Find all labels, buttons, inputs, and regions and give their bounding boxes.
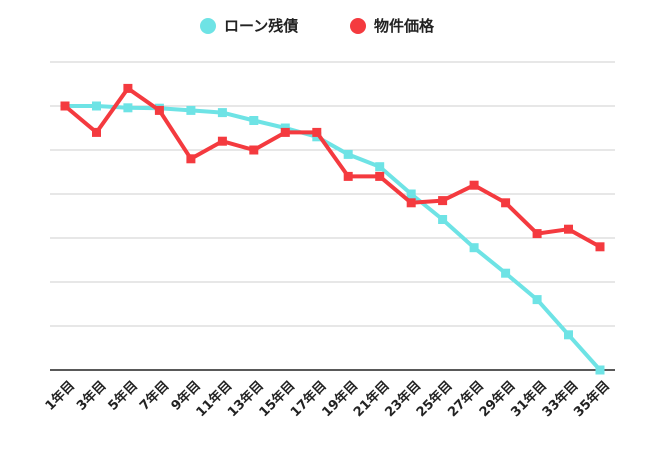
data-point: [92, 127, 101, 137]
legend-marker: [350, 18, 366, 34]
data-point: [595, 242, 605, 252]
data-point: [564, 330, 573, 340]
data-point: [438, 215, 448, 224]
data-point: [595, 365, 605, 375]
data-point: [217, 108, 227, 118]
data-point: [123, 103, 133, 113]
data-point: [217, 136, 227, 146]
data-point: [249, 116, 259, 125]
data-point: [469, 243, 479, 253]
data-point: [406, 189, 416, 199]
data-point: [123, 83, 133, 93]
data-point: [532, 295, 542, 305]
legend-label: 物件価格: [374, 17, 435, 35]
data-point: [280, 127, 290, 137]
data-point: [343, 149, 353, 159]
x-axis-ticks: 1年目3年目5年目7年目9年目11年目13年目15年目17年目19年目21年目2…: [42, 378, 613, 420]
data-point: [406, 198, 416, 208]
data-point: [375, 162, 385, 172]
data-point: [375, 171, 385, 181]
data-point: [532, 229, 542, 239]
data-point: [438, 196, 448, 206]
series-2: [60, 83, 605, 252]
data-point: [60, 101, 70, 111]
gridlines: [50, 61, 615, 371]
data-point: [312, 127, 322, 137]
data-point: [186, 105, 196, 115]
series-group: [60, 83, 605, 375]
x-tick-label: 3年目: [73, 378, 109, 414]
legend-item: 物件価格: [350, 17, 435, 35]
data-point: [154, 105, 164, 115]
data-point: [343, 171, 353, 181]
data-point: [501, 198, 511, 208]
legend-marker: [200, 18, 216, 34]
data-point: [249, 145, 259, 155]
legend-item: ローン残債: [200, 17, 298, 35]
x-tick-label: 35年目: [571, 378, 613, 420]
data-point: [469, 180, 479, 190]
x-tick-label: 1年目: [42, 378, 78, 414]
x-tick-label: 5年目: [105, 378, 141, 414]
data-point: [92, 101, 101, 111]
x-tick-label: 7年目: [136, 378, 172, 414]
series-line: [63, 86, 602, 249]
data-point: [186, 154, 196, 164]
data-point: [564, 224, 573, 234]
legend-label: ローン残債: [224, 17, 298, 35]
legend: ローン残債 物件価格: [200, 17, 435, 35]
data-point: [501, 268, 511, 278]
